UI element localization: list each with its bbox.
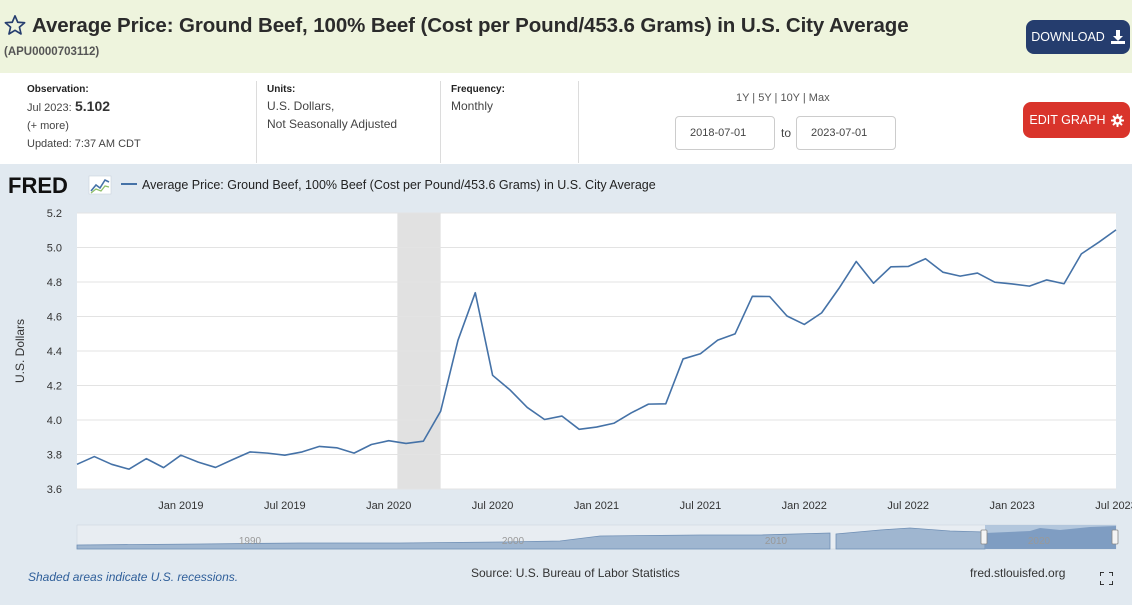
download-button[interactable]: DOWNLOAD [1026, 20, 1130, 54]
y-tick-label: 4.0 [47, 415, 62, 427]
x-tick-label: Jul 2023 [1095, 500, 1132, 512]
range-navigator[interactable]: 1990 2000 2010 2020 [76, 524, 1119, 550]
navigator-handle-right[interactable] [1111, 529, 1119, 545]
x-tick-label: Jan 2023 [989, 500, 1034, 512]
units-line-2: Not Seasonally Adjusted [267, 117, 398, 131]
to-label: to [781, 126, 792, 140]
series-meta: Observation: Jul 2023: 5.102 (+ more) Up… [0, 73, 1132, 164]
source-text: Source: U.S. Bureau of Labor Statistics [471, 566, 680, 580]
fred-logo-icon [88, 175, 112, 195]
divider [440, 81, 441, 163]
y-tick-label: 5.2 [47, 208, 62, 220]
x-tick-label: Jul 2022 [887, 500, 929, 512]
y-tick-label: 3.8 [47, 450, 62, 462]
y-tick-label: 4.6 [47, 312, 62, 324]
frequency-block: Frequency: Monthly [451, 83, 505, 115]
observation-value: 5.102 [75, 98, 111, 114]
x-tick-label: Jul 2019 [264, 500, 306, 512]
edit-graph-button[interactable]: EDIT GRAPH [1023, 102, 1130, 138]
units-line-1: U.S. Dollars, [267, 99, 335, 113]
navigator-label: 2020 [1028, 536, 1051, 547]
edit-graph-label: EDIT GRAPH [1029, 113, 1106, 127]
y-tick-label: 4.8 [47, 277, 62, 289]
navigator-handle-left[interactable] [980, 529, 988, 545]
end-date-input[interactable]: 2023-07-01 [796, 116, 896, 150]
units-block: Units: U.S. Dollars, Not Seasonally Adju… [267, 83, 397, 133]
chart-panel: FRED Average Price: Ground Beef, 100% Be… [0, 164, 1132, 605]
site-link[interactable]: fred.stlouisfed.org [970, 566, 1066, 580]
fred-logo[interactable]: FRED [8, 173, 68, 198]
frequency-value: Monthly [451, 99, 494, 113]
series-line [76, 229, 1117, 470]
legend-label: Average Price: Ground Beef, 100% Beef (C… [142, 178, 656, 192]
recession-note: Shaded areas indicate U.S. recessions. [28, 570, 239, 584]
y-tick-label: 4.4 [47, 346, 62, 358]
page-title: Average Price: Ground Beef, 100% Beef (C… [32, 14, 909, 37]
x-tick-label: Jan 2022 [782, 500, 827, 512]
observation-date: Jul 2023: [27, 102, 72, 114]
divider [256, 81, 257, 163]
range-selector[interactable]: 1Y | 5Y | 10Y | Max [736, 92, 830, 104]
units-label: Units: [267, 84, 296, 95]
y-axis-label: U.S. Dollars [13, 319, 27, 383]
x-tick-label: Jan 2020 [366, 500, 411, 512]
x-tick-label: Jul 2021 [680, 500, 722, 512]
download-label: DOWNLOAD [1031, 30, 1105, 44]
start-date-input[interactable]: 2018-07-01 [675, 116, 775, 150]
series-id: (APU0000703112) [4, 46, 100, 58]
y-tick-label: 4.2 [47, 381, 62, 393]
navigator-label: 2010 [765, 536, 788, 547]
frequency-label: Frequency: [451, 84, 505, 95]
navigator-label: 1990 [239, 536, 262, 547]
x-tick-label: Jan 2021 [574, 500, 619, 512]
navigator-label: 2000 [502, 536, 525, 547]
updated-text: Updated: 7:37 AM CDT [27, 138, 141, 150]
download-icon [1110, 30, 1125, 44]
x-tick-label: Jul 2020 [472, 500, 514, 512]
x-tick-label: Jan 2019 [158, 500, 203, 512]
more-link[interactable]: (+ more) [27, 120, 69, 132]
y-tick-label: 5.0 [47, 243, 62, 255]
line-chart: FRED Average Price: Ground Beef, 100% Be… [8, 173, 1132, 550]
observation-label: Observation: [27, 84, 89, 95]
y-tick-label: 3.6 [47, 484, 62, 496]
gear-icon [1110, 113, 1124, 127]
fullscreen-icon[interactable] [1100, 572, 1113, 585]
observation-block: Observation: Jul 2023: 5.102 (+ more) Up… [27, 83, 141, 153]
star-icon[interactable] [4, 14, 26, 36]
series-header: Average Price: Ground Beef, 100% Beef (C… [0, 0, 1132, 73]
divider [578, 81, 579, 163]
